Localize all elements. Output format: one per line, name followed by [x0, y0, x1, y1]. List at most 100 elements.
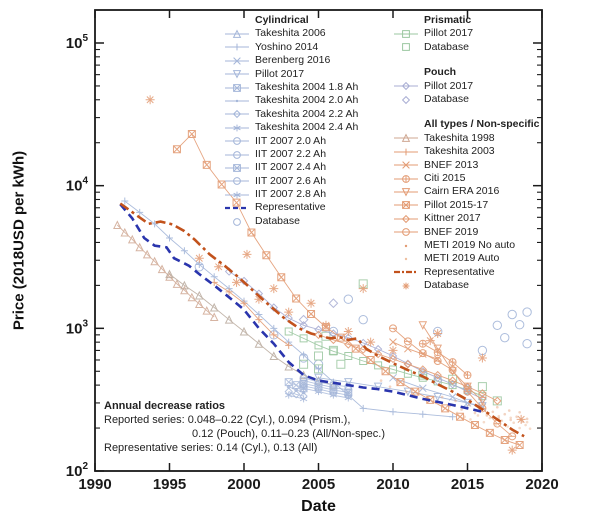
marker-square-x	[233, 164, 241, 172]
marker-circle	[477, 345, 488, 356]
marker-square-icon	[402, 43, 410, 52]
legend-group-gap	[392, 106, 540, 118]
marker-triangle-up	[209, 302, 219, 312]
series-pillot-2017-cyl-	[314, 373, 487, 411]
marker-square-x	[247, 228, 256, 237]
legend-item-label: Database	[424, 40, 469, 53]
marker-square-x	[515, 441, 524, 450]
marker-dot	[440, 395, 444, 399]
marker-dot	[507, 409, 511, 412]
marker-square-x	[217, 180, 226, 189]
marker-triangle-down	[232, 70, 242, 79]
annotation-line1: Reported series: 0.048–0.22 (Cyl.), 0.09…	[104, 414, 351, 426]
series-line	[422, 343, 468, 376]
legend-item-label: METI 2019 No auto	[424, 238, 516, 251]
marker-circle	[492, 320, 502, 331]
series-bnef-2019	[389, 324, 517, 441]
marker-diamond-icon	[401, 95, 411, 104]
series-line	[303, 383, 349, 393]
marker-star	[299, 395, 308, 403]
marker-plus-icon	[394, 148, 418, 156]
x-tick-label: 2005	[302, 476, 335, 493]
marker-circle-minus	[418, 349, 427, 358]
marker-triangle-up	[142, 249, 152, 259]
marker-triangle-up	[150, 256, 159, 266]
legend-item: Database	[223, 215, 358, 228]
marker-dot	[396, 380, 399, 384]
marker-x	[389, 338, 397, 347]
marker-star	[299, 384, 308, 392]
legend-item: Takeshita 2004 1.8 Ah	[223, 81, 358, 94]
marker-square-x	[187, 130, 196, 139]
marker-dot	[404, 257, 408, 261]
marker-plus	[255, 316, 263, 324]
series-line	[303, 377, 349, 388]
legend-item-label: IIT 2007 2.2 Ah	[255, 147, 327, 160]
series-cairn-era-2016	[418, 321, 487, 406]
marker-circle	[343, 294, 353, 304]
marker-dot	[454, 399, 457, 403]
legend-item-label: Takeshita 2004 2.2 Ah	[255, 107, 359, 120]
legend-item-label: Takeshita 2004 2.4 Ah	[255, 121, 359, 134]
legend-item: Database	[392, 93, 540, 106]
marker-dot	[525, 417, 529, 421]
marker-dot	[506, 425, 510, 428]
marker-diamond	[478, 389, 487, 398]
marker-triangle-up	[187, 292, 197, 302]
marker-circle-minus	[403, 337, 412, 346]
legend-item: BNEF 2019	[392, 226, 540, 239]
marker-circle-minus	[433, 357, 442, 366]
marker-square	[314, 364, 323, 374]
annotation-annual-decrease-ratios: Annual decrease ratios Reported series: …	[104, 399, 385, 455]
marker-dot	[405, 390, 408, 393]
marker-dot	[286, 384, 291, 389]
annotation-title: Annual decrease ratios	[104, 400, 226, 412]
marker-dot	[467, 403, 471, 407]
marker-plus	[449, 413, 457, 421]
legend-item: IIT 2007 2.0 Ah	[223, 135, 358, 148]
marker-dot	[515, 415, 518, 419]
marker-x-icon	[225, 57, 249, 65]
marker-square-icon	[394, 30, 418, 38]
marker-circle-minus-icon	[394, 228, 418, 237]
marker-dot	[482, 420, 486, 424]
marker-dot	[500, 419, 504, 423]
legend-item: Takeshita 2004 2.4 Ah	[223, 121, 358, 134]
marker-plus	[402, 148, 410, 156]
marker-star8	[284, 307, 294, 317]
marker-square-x	[441, 404, 450, 413]
marker-square	[344, 351, 353, 360]
marker-x	[404, 344, 412, 353]
marker-square-x	[202, 160, 211, 169]
marker-star8	[358, 284, 368, 294]
marker-square-x	[456, 412, 465, 421]
marker-circle-minus-icon	[225, 150, 249, 159]
marker-circle-minus	[508, 432, 517, 441]
legend-item: Kittner 2017	[392, 212, 540, 225]
series-line	[119, 203, 483, 414]
marker-star8	[402, 282, 410, 290]
marker-triangle-up	[113, 220, 122, 230]
marker-star8	[477, 353, 487, 363]
marker-star8	[366, 337, 376, 347]
legend-item: BNEF 2013	[392, 159, 540, 172]
marker-triangle-up	[224, 315, 234, 324]
x-tick-label: 2000	[227, 476, 260, 493]
marker-triangle-down	[463, 398, 472, 408]
marker-dot	[473, 411, 477, 415]
annotation-line3: Representative series: 0.14 (Cyl.), 0.13…	[104, 442, 318, 454]
marker-plus	[389, 408, 397, 416]
marker-triangle-down	[433, 344, 443, 354]
marker-x	[233, 57, 241, 65]
marker-diamond	[418, 365, 428, 374]
marker-diamond	[432, 375, 443, 386]
marker-triangle-up	[269, 351, 279, 360]
marker-dot-icon	[225, 99, 249, 103]
marker-star8	[516, 414, 526, 424]
legend-item-label: Takeshita 2006	[255, 27, 326, 40]
legend-group-title: Prismatic	[424, 14, 472, 26]
marker-triangle-up	[157, 264, 167, 274]
marker-circle	[269, 330, 279, 340]
marker-diamond	[401, 214, 411, 223]
